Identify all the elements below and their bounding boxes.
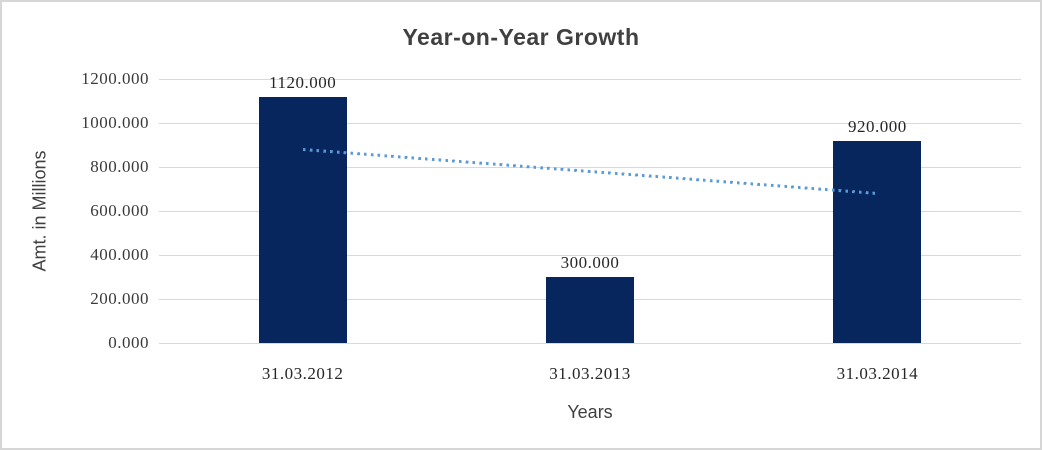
gridline	[159, 210, 1021, 212]
bar	[833, 140, 922, 343]
plot-area: 1120.000 300.000 920.000	[159, 73, 1021, 344]
gridline	[159, 166, 1021, 168]
x-tick-label: 31.03.2014	[836, 364, 919, 383]
y-tick-label: 1200.000	[81, 69, 149, 88]
bar-value-label: 920.000	[847, 116, 907, 136]
x-axis-title: Years	[567, 402, 613, 422]
gridline	[159, 254, 1021, 256]
y-tick-label: 800.000	[90, 157, 149, 176]
y-axis-tick-labels: 1200.000 1000.000 800.000 600.000 400.000 200…	[2, 69, 149, 352]
x-tick-label: 31.03.2013	[549, 364, 631, 383]
trendline	[302, 147, 878, 195]
y-tick-label: 400.000	[90, 245, 149, 264]
x-tick-label: 31.03.2012	[261, 364, 344, 383]
y-tick-label: 200.000	[90, 289, 149, 308]
y-tick-label: 0.000	[108, 333, 149, 352]
y-tick-label: 600.000	[90, 201, 149, 220]
chart-title: Year-on-Year Growth	[402, 24, 640, 50]
y-tick-label: 1000.000	[81, 113, 149, 132]
bar	[258, 96, 347, 343]
gridline	[159, 78, 1021, 80]
gridline	[159, 122, 1021, 124]
bar-value-label: 1120.000	[269, 72, 337, 92]
bar	[546, 277, 634, 343]
bar-value-label: 300.000	[560, 253, 620, 272]
gridline	[159, 342, 1021, 344]
